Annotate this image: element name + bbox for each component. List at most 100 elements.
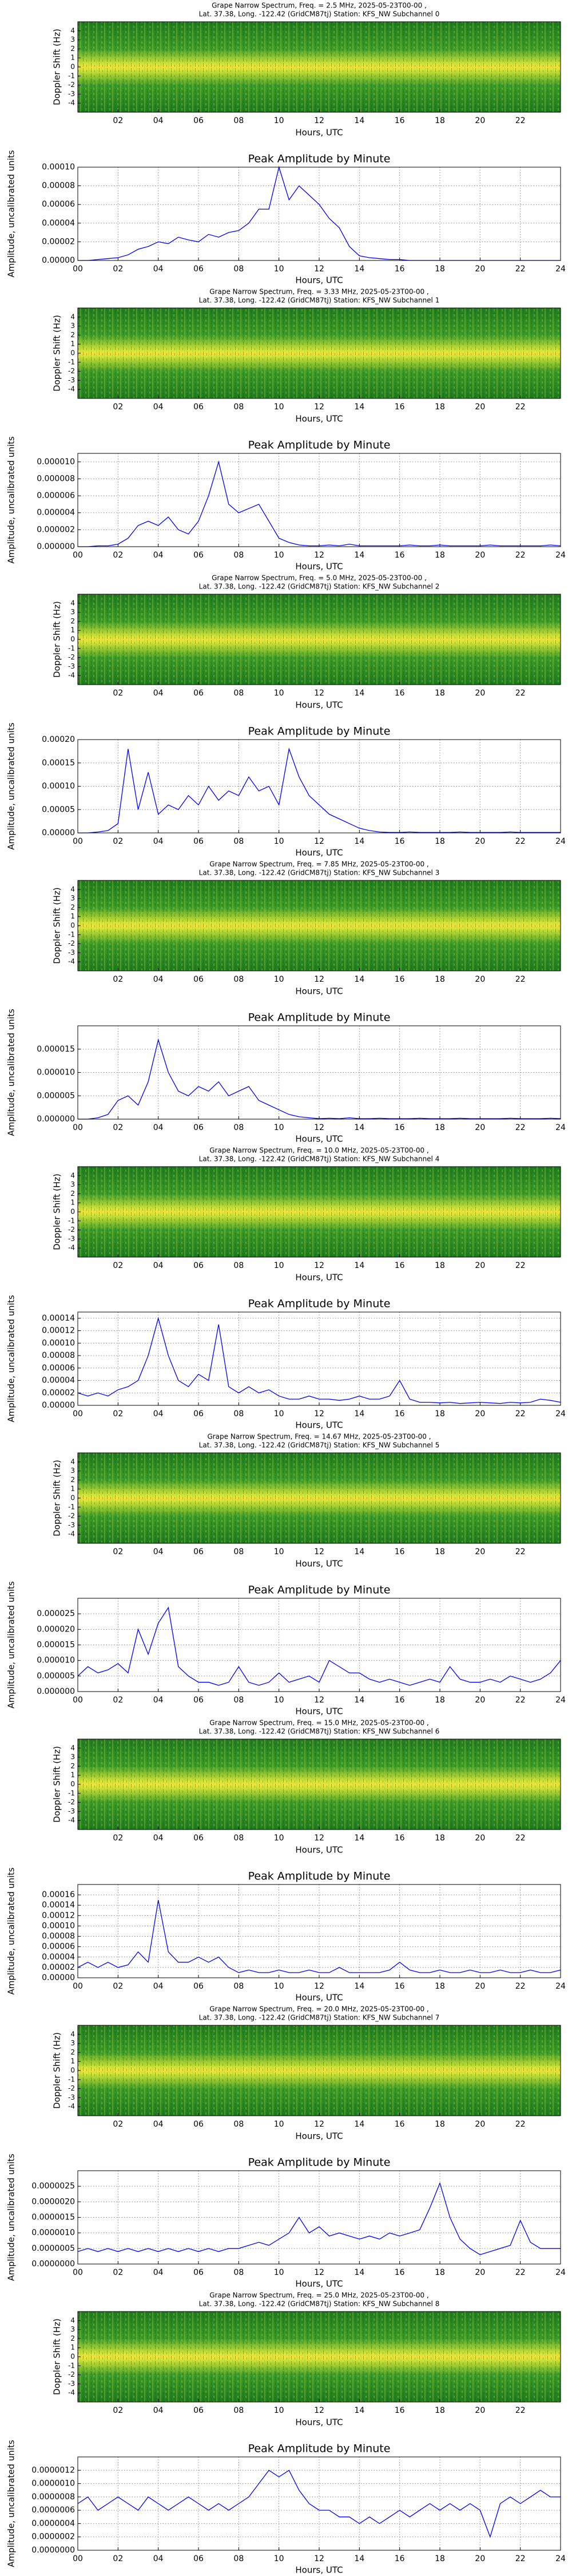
y-tick-label: -3 <box>68 949 75 957</box>
y-tick-label: 0.00012 <box>42 1911 75 1920</box>
x-tick-label: 16 <box>395 1123 405 1132</box>
x-tick-label: 18 <box>435 116 445 125</box>
y-axis-label: Doppler Shift (Hz) <box>52 2318 62 2395</box>
x-tick-label: 06 <box>193 2268 204 2277</box>
x-tick-label: 10 <box>274 1123 284 1132</box>
chart-subtitle: Lat. 37.38, Long. -122.42 (GridCM87tj) S… <box>199 583 440 591</box>
x-tick-label: 06 <box>193 837 204 846</box>
x-tick-label: 04 <box>153 2554 164 2563</box>
x-tick-label: 16 <box>395 402 405 412</box>
x-tick-label: 16 <box>395 1409 405 1419</box>
y-axis-label: Amplitude, uncalibrated units <box>6 2440 17 2567</box>
x-tick-label: 20 <box>475 2268 485 2277</box>
y-tick-label: 0.000010 <box>37 1068 75 1077</box>
x-tick-label: 06 <box>193 1409 204 1419</box>
y-axis-label: Amplitude, uncalibrated units <box>6 2154 17 2281</box>
x-tick-label: 22 <box>515 2554 526 2563</box>
amplitude-line <box>77 1900 561 1973</box>
y-tick-label: -1 <box>68 2075 75 2083</box>
x-tick-label: 00 <box>73 551 83 560</box>
y-tick-label: -4 <box>68 671 75 679</box>
x-tick-label: 10 <box>274 689 284 698</box>
y-tick-label: 1 <box>70 2057 75 2065</box>
y-tick-label: 2 <box>70 45 75 53</box>
y-axis-label: Doppler Shift (Hz) <box>52 1746 62 1823</box>
x-tick-label: 22 <box>515 1547 526 1556</box>
plot-frame <box>77 2025 561 2116</box>
x-tick-label: 12 <box>314 1982 324 1991</box>
y-tick-label: -3 <box>68 90 75 98</box>
x-tick-label: 14 <box>354 2406 364 2415</box>
x-tick-label: 08 <box>233 2268 244 2277</box>
x-tick-label: 12 <box>314 689 324 698</box>
x-tick-label: 20 <box>475 2554 485 2563</box>
y-tick-label: 0.000000 <box>37 1115 75 1124</box>
x-tick-label: 06 <box>193 1982 204 1991</box>
plot-frame <box>77 453 561 547</box>
x-tick-label: 18 <box>435 975 445 984</box>
amplitude-line <box>78 747 561 833</box>
x-tick-label: 12 <box>314 837 324 846</box>
y-tick-label: 0.00008 <box>42 1351 75 1360</box>
x-tick-label: 04 <box>153 1261 164 1270</box>
x-tick-label: 04 <box>153 1834 164 1843</box>
y-axis-label: Amplitude, uncalibrated units <box>6 722 17 850</box>
chart-subtitle: Lat. 37.38, Long. -122.42 (GridCM87tj) S… <box>199 869 440 877</box>
y-tick-label: 0 <box>70 922 75 930</box>
x-tick-label: 08 <box>233 2120 244 2129</box>
x-tick-label: 06 <box>193 402 204 412</box>
x-tick-label: 12 <box>314 2120 324 2129</box>
x-tick-label: 16 <box>395 264 405 274</box>
x-tick-label: 20 <box>475 1123 485 1132</box>
x-axis-label: Hours, UTC <box>295 414 343 424</box>
y-tick-label: 0 <box>70 1494 75 1502</box>
chart-title: Peak Amplitude by Minute <box>248 439 391 452</box>
x-tick-label: 20 <box>475 1696 485 1705</box>
y-tick-label: 4 <box>70 1171 75 1179</box>
chart-subtitle: Lat. 37.38, Long. -122.42 (GridCM87tj) S… <box>199 1155 440 1163</box>
y-tick-label: 0.000015 <box>37 1045 75 1054</box>
x-tick-label: 12 <box>314 1123 324 1132</box>
y-tick-label: 0.0000000 <box>31 2546 75 2555</box>
x-tick-label: 20 <box>475 1982 485 1991</box>
x-tick-label: 10 <box>274 1547 284 1556</box>
x-tick-label: 24 <box>555 551 566 560</box>
chart-title: Peak Amplitude by Minute <box>248 1012 391 1024</box>
x-tick-label: 18 <box>435 1982 445 1991</box>
x-tick-label: 12 <box>314 2268 324 2277</box>
x-tick-label: 02 <box>113 1261 123 1270</box>
x-tick-label: 08 <box>233 1261 244 1270</box>
x-axis-label: Hours, UTC <box>295 848 343 858</box>
y-tick-label: 0.0000010 <box>31 2229 75 2238</box>
x-tick-label: 16 <box>395 2554 405 2563</box>
y-tick-label: 2 <box>70 617 75 625</box>
x-tick-label: 24 <box>555 2554 566 2563</box>
x-axis-label: Hours, UTC <box>295 2279 343 2289</box>
x-tick-label: 16 <box>395 975 405 984</box>
y-tick-label: 0.000015 <box>37 1641 75 1650</box>
x-tick-label: 20 <box>475 116 485 125</box>
y-tick-label: -2 <box>68 2370 75 2379</box>
x-tick-label: 04 <box>153 2406 164 2415</box>
x-tick-label: 06 <box>193 975 204 984</box>
y-tick-label: -4 <box>68 1244 75 1252</box>
y-tick-label: -1 <box>68 644 75 652</box>
y-tick-label: 1 <box>70 1199 75 1207</box>
y-tick-label: 1 <box>70 54 75 62</box>
plot-frame <box>77 1166 561 1258</box>
x-tick-label: 12 <box>314 1547 324 1556</box>
plot-frame <box>77 1025 561 1120</box>
x-tick-label: 24 <box>555 1409 566 1419</box>
y-tick-label: 0.000004 <box>37 508 75 517</box>
y-tick-label: 0.00016 <box>42 1890 75 1899</box>
x-tick-label: 14 <box>354 1261 364 1270</box>
x-tick-label: 00 <box>73 264 83 274</box>
y-tick-label: 0 <box>70 2353 75 2361</box>
x-tick-label: 04 <box>153 1409 164 1419</box>
x-tick-label: 10 <box>274 1834 284 1843</box>
y-tick-label: 0.0000025 <box>31 2182 75 2191</box>
x-axis-label: Hours, UTC <box>295 986 343 997</box>
chart-title: Grape Narrow Spectrum, Freq. = 10.0 MHz,… <box>209 1147 428 1155</box>
chart-title: Grape Narrow Spectrum, Freq. = 5.0 MHz, … <box>212 574 427 582</box>
chart-subtitle: Lat. 37.38, Long. -122.42 (GridCM87tj) S… <box>199 297 440 305</box>
